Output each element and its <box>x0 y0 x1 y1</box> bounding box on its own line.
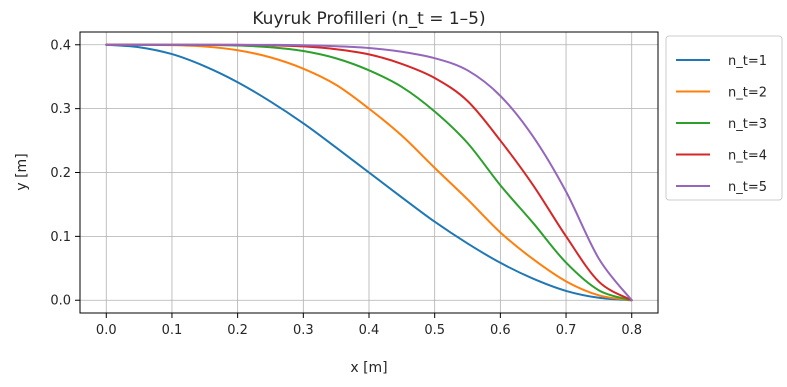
x-tick-label: 0.4 <box>359 323 380 338</box>
y-axis-label: y [m] <box>14 153 30 190</box>
x-axis-ticks: 0.0 0.1 0.2 0.3 0.4 0.5 0.6 0.7 0.8 <box>96 313 642 338</box>
legend: n_t=1 n_t=2 n_t=3 n_t=4 n_t=5 <box>665 35 783 201</box>
legend-label-1: n_t=1 <box>728 54 767 69</box>
x-tick-label: 0.5 <box>424 323 445 338</box>
legend-label-4: n_t=4 <box>728 149 767 164</box>
legend-label-5: n_t=5 <box>728 180 767 195</box>
legend-label-3: n_t=3 <box>728 117 767 132</box>
x-tick-label: 0.7 <box>556 323 577 338</box>
y-tick-label: 0.0 <box>50 294 71 309</box>
x-tick-label: 0.8 <box>621 323 642 338</box>
x-tick-label: 0.6 <box>490 323 511 338</box>
y-tick-label: 0.4 <box>50 38 71 53</box>
x-axis-label: x [m] <box>350 360 387 376</box>
series-line-1 <box>105 43 633 302</box>
x-tick-label: 0.0 <box>96 323 117 338</box>
x-tick-label: 0.3 <box>293 323 314 338</box>
y-tick-label: 0.3 <box>50 102 71 117</box>
series-line-2 <box>105 43 633 302</box>
series-lines <box>105 43 633 302</box>
y-tick-label: 0.1 <box>50 230 71 245</box>
y-tick-label: 0.2 <box>50 166 71 181</box>
x-tick-label: 0.2 <box>227 323 248 338</box>
legend-frame <box>665 35 783 201</box>
series-line-5 <box>105 43 633 302</box>
chart-title: Kuyruk Profilleri (n_t = 1–5) <box>252 9 485 29</box>
legend-label-2: n_t=2 <box>728 86 767 101</box>
x-tick-label: 0.1 <box>162 323 183 338</box>
y-axis-ticks: 0.0 0.1 0.2 0.3 0.4 <box>50 38 80 309</box>
